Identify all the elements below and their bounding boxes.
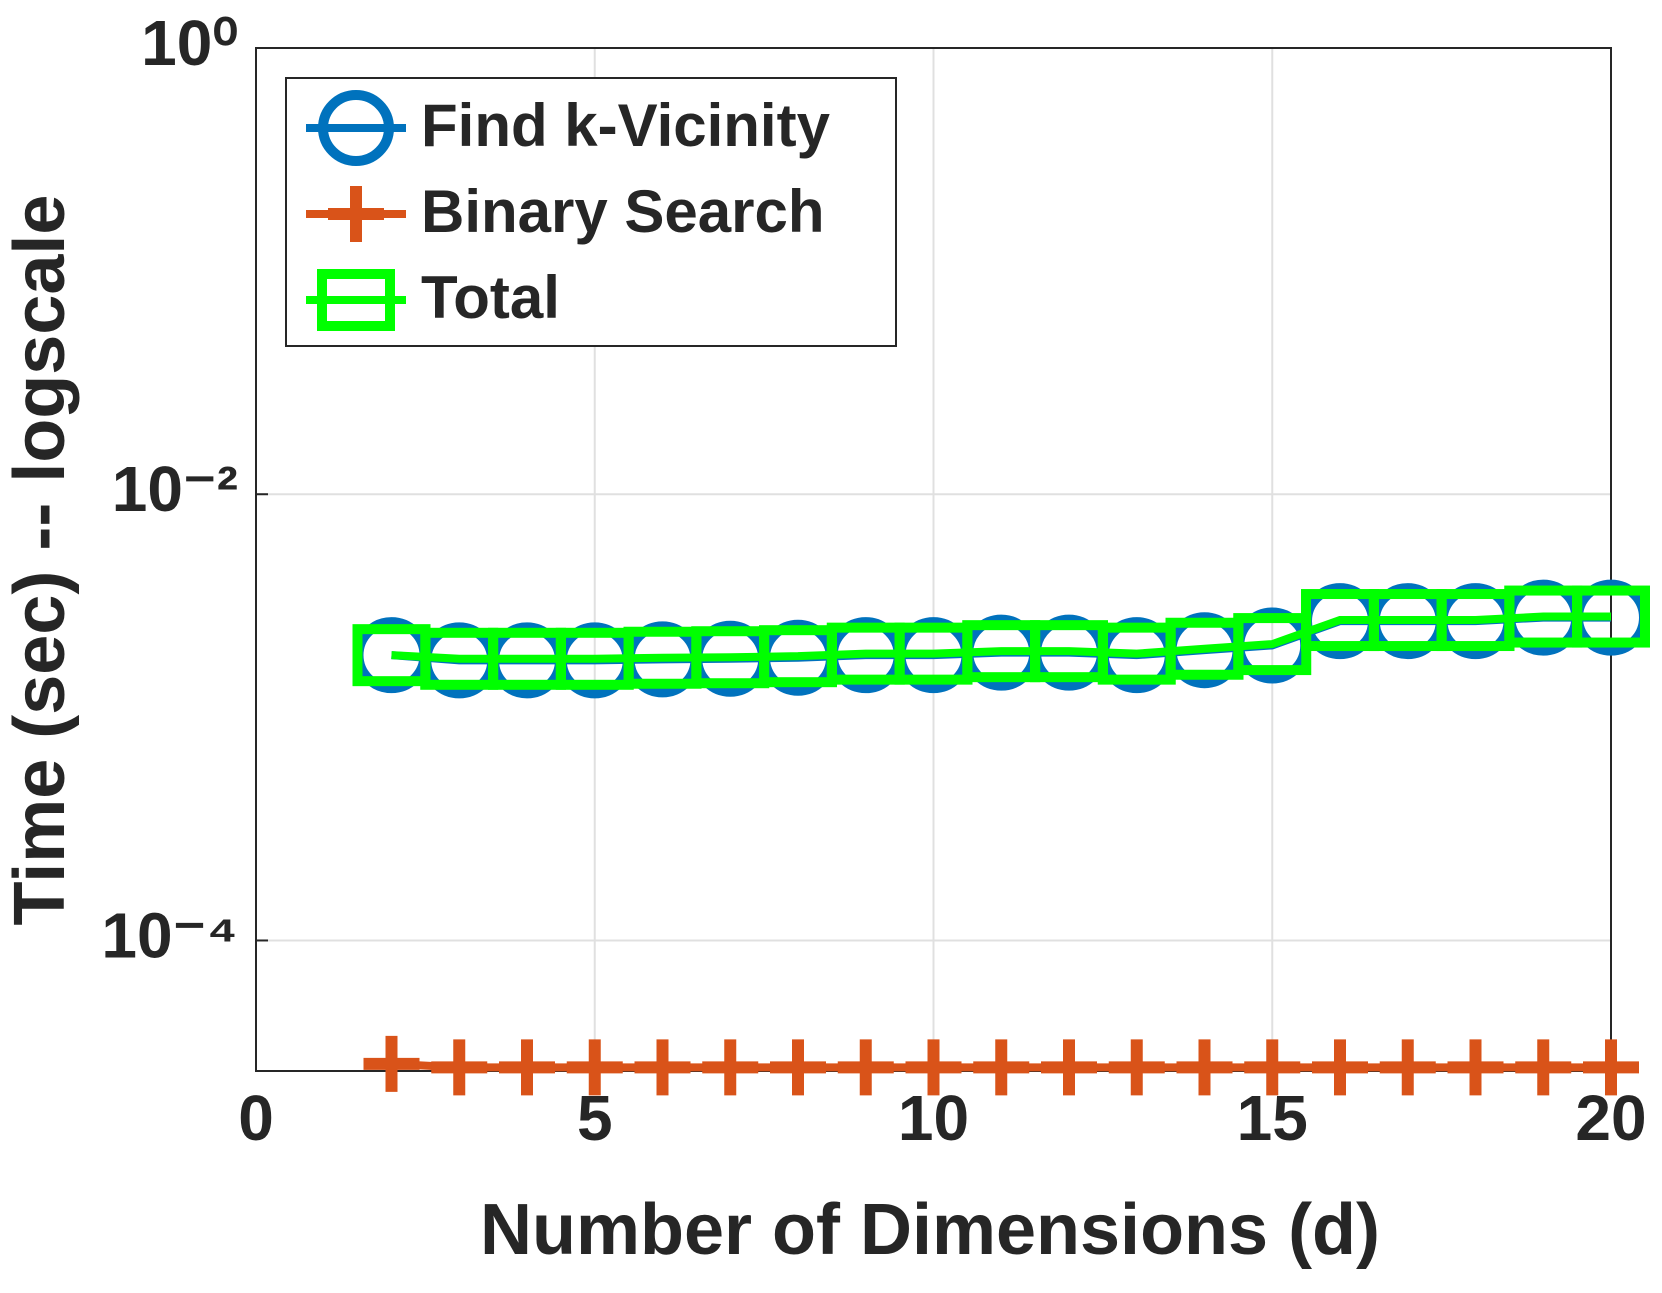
marker [1447,1039,1504,1096]
marker [1583,1039,1639,1096]
marker [973,1039,1030,1096]
line [391,612,1611,663]
marker [1244,1039,1301,1096]
marker [328,186,384,242]
marker [431,1039,488,1096]
marker [317,269,395,331]
legend-label: Total [421,264,560,331]
marker [1312,1039,1368,1096]
marker [837,1039,894,1096]
marker [1572,585,1650,648]
y-axis-label: Time (sec) -- logscale [0,195,80,926]
legend-label: Find k-Vicinity [421,92,831,159]
y-tick-label: 10⁻⁴ [101,899,238,971]
legend-label: Binary Search [421,178,825,245]
x-axis-label: Number of Dimensions (d) [480,1190,1380,1270]
x-tick-label: 0 [238,1082,274,1154]
series [352,585,1650,690]
marker [1176,1039,1233,1096]
marker [1108,1039,1165,1096]
marker [702,1039,759,1096]
marker [770,1039,826,1096]
marker [1515,1039,1572,1096]
marker [1379,1039,1436,1096]
marker [634,1039,691,1096]
marker [363,1035,420,1092]
marker [499,1039,555,1096]
marker [566,1039,623,1096]
marker [1041,1039,1097,1096]
series [363,1035,1639,1096]
y-tick-label: 10⁰ [141,7,238,79]
marker [318,90,394,166]
marker [905,1039,962,1096]
y-tick-label: 10⁻² [112,453,238,525]
